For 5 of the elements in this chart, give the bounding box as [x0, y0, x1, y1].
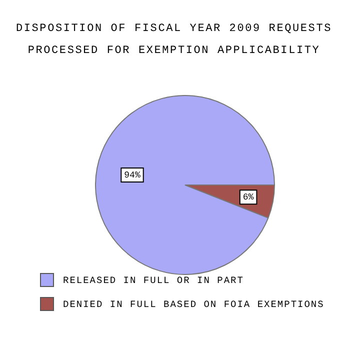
- legend-label: DENIED IN FULL BASED ON FOIA EXEMPTIONS: [63, 298, 324, 310]
- chart-title: DISPOSITION OF FISCAL YEAR 2009 REQUESTS PROCESSED FOR EXEMPTION APPLICABILITY: [14, 22, 334, 59]
- data-label: 94%: [124, 170, 141, 180]
- data-label: 6%: [242, 192, 254, 202]
- legend-label: RELEASED IN FULL OR IN PART: [63, 274, 244, 286]
